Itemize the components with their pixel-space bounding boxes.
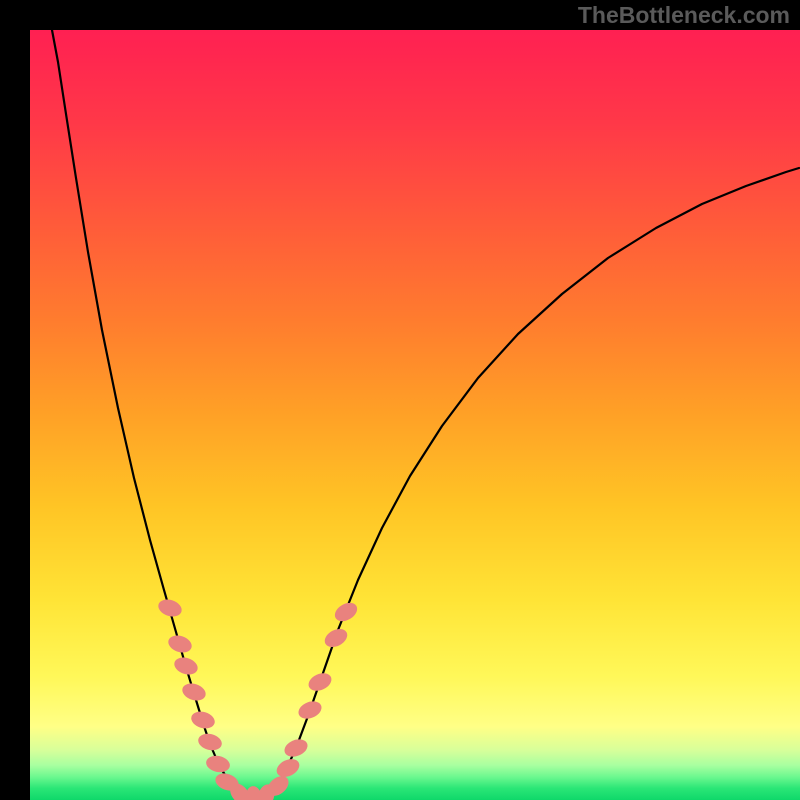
chart-root: TheBottleneck.com [0, 0, 800, 800]
chart-svg [0, 0, 800, 800]
watermark-label: TheBottleneck.com [578, 2, 790, 29]
plot-gradient-background [30, 30, 800, 800]
